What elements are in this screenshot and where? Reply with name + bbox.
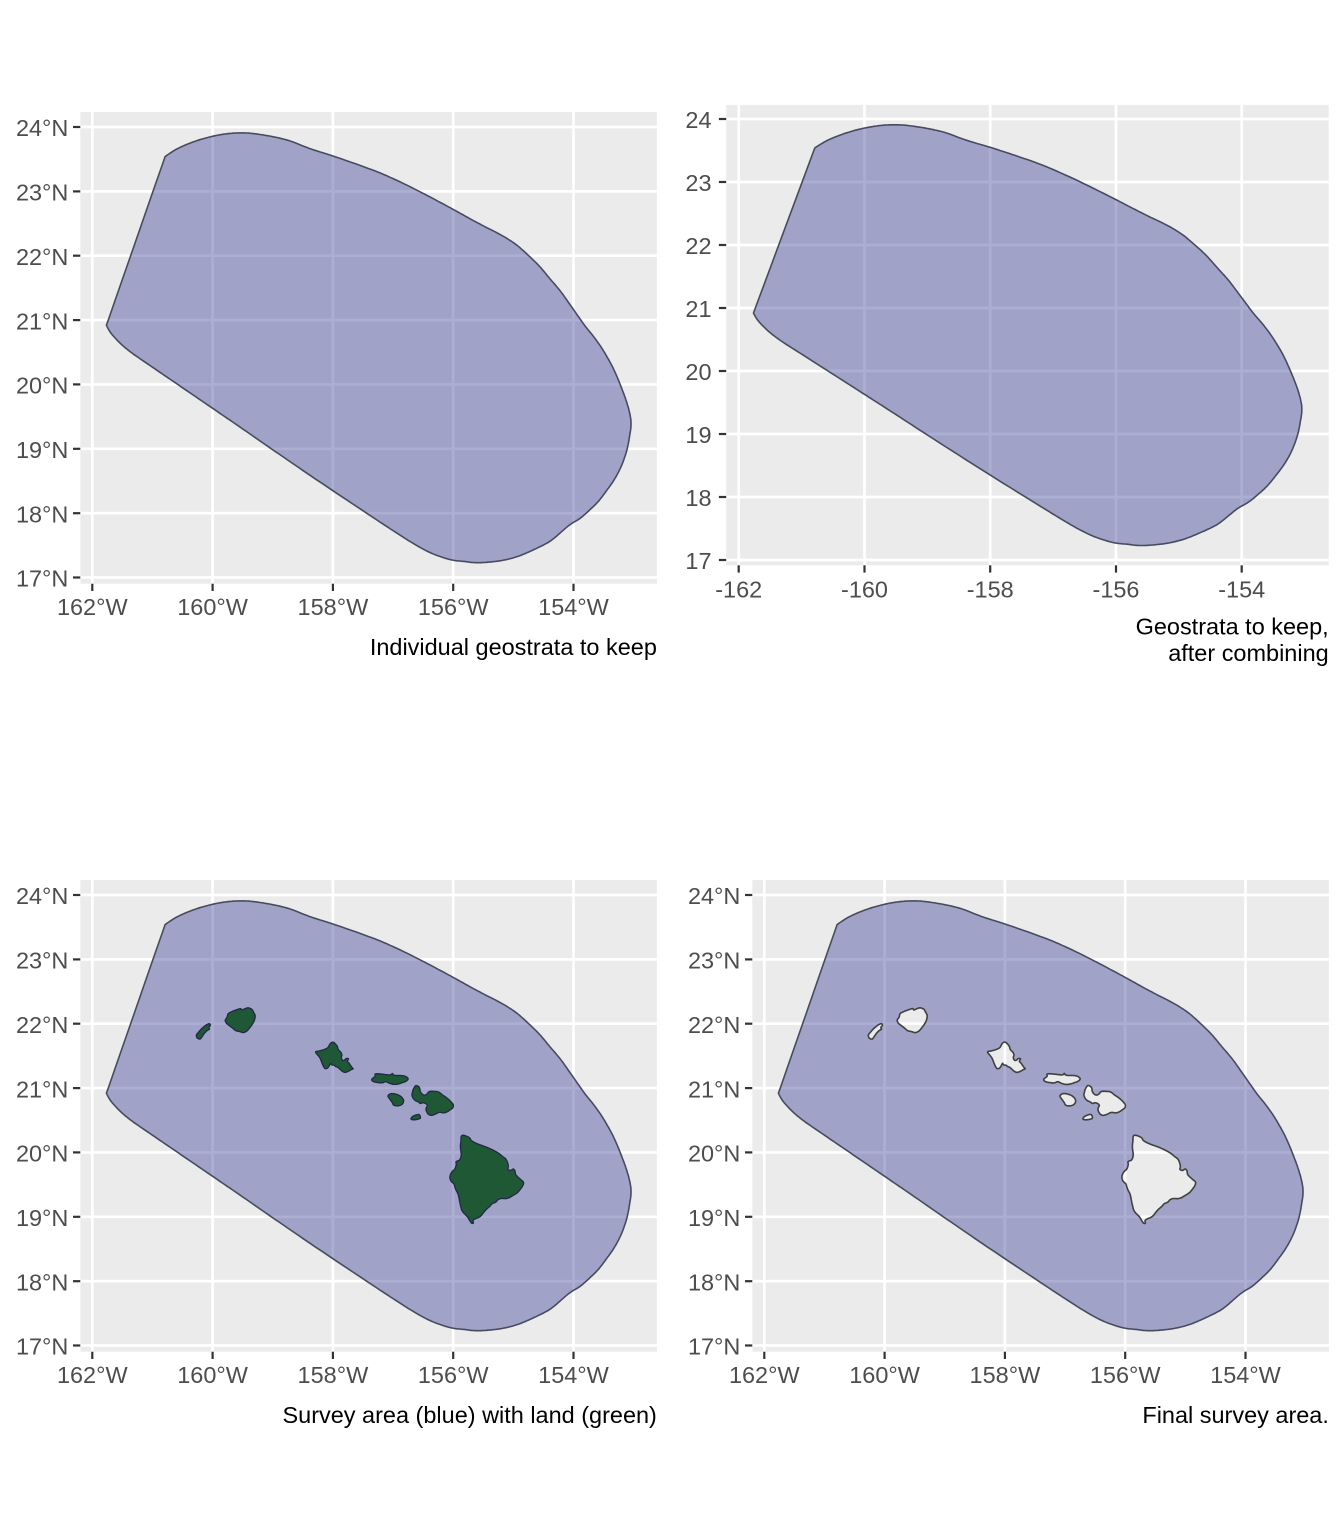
svg-text:Final survey area.: Final survey area. bbox=[1142, 1402, 1329, 1428]
svg-text:24: 24 bbox=[685, 107, 711, 133]
svg-text:18°N: 18°N bbox=[16, 1269, 68, 1295]
svg-text:19°N: 19°N bbox=[16, 437, 68, 463]
svg-text:160°W: 160°W bbox=[849, 1362, 921, 1388]
svg-text:23°N: 23°N bbox=[16, 948, 68, 974]
svg-text:156°W: 156°W bbox=[418, 594, 490, 620]
svg-text:158°W: 158°W bbox=[298, 594, 370, 620]
svg-text:18: 18 bbox=[685, 485, 711, 511]
svg-text:24°N: 24°N bbox=[16, 883, 68, 909]
svg-text:21°N: 21°N bbox=[688, 1076, 740, 1102]
svg-text:17°N: 17°N bbox=[16, 1334, 68, 1360]
svg-text:22°N: 22°N bbox=[16, 1012, 68, 1038]
svg-text:Individual geostrata to keep: Individual geostrata to keep bbox=[370, 634, 657, 660]
svg-text:154°W: 154°W bbox=[1210, 1362, 1282, 1388]
svg-text:24°N: 24°N bbox=[688, 883, 740, 909]
svg-text:19: 19 bbox=[685, 422, 711, 448]
svg-text:23°N: 23°N bbox=[16, 180, 68, 206]
svg-text:Geostrata to keep,: Geostrata to keep, bbox=[1136, 614, 1329, 640]
svg-text:18°N: 18°N bbox=[16, 501, 68, 527]
svg-text:19°N: 19°N bbox=[16, 1205, 68, 1231]
svg-text:162°W: 162°W bbox=[729, 1362, 801, 1388]
svg-text:23°N: 23°N bbox=[688, 948, 740, 974]
svg-text:21°N: 21°N bbox=[16, 308, 68, 334]
svg-text:158°W: 158°W bbox=[970, 1362, 1042, 1388]
svg-text:154°W: 154°W bbox=[538, 594, 610, 620]
svg-text:158°W: 158°W bbox=[298, 1362, 370, 1388]
svg-text:162°W: 162°W bbox=[57, 594, 129, 620]
svg-text:Survey area (blue) with land (: Survey area (blue) with land (green) bbox=[283, 1402, 657, 1428]
svg-text:162°W: 162°W bbox=[57, 1362, 129, 1388]
svg-text:22: 22 bbox=[685, 233, 711, 259]
svg-text:21: 21 bbox=[685, 296, 711, 322]
svg-text:22°N: 22°N bbox=[688, 1012, 740, 1038]
svg-text:156°W: 156°W bbox=[418, 1362, 490, 1388]
svg-text:20°N: 20°N bbox=[16, 1141, 68, 1167]
svg-text:160°W: 160°W bbox=[177, 1362, 249, 1388]
svg-text:23: 23 bbox=[685, 170, 711, 196]
svg-text:21°N: 21°N bbox=[16, 1076, 68, 1102]
svg-text:156°W: 156°W bbox=[1090, 1362, 1162, 1388]
svg-text:after combining: after combining bbox=[1168, 640, 1328, 666]
svg-text:19°N: 19°N bbox=[688, 1205, 740, 1231]
svg-text:24°N: 24°N bbox=[16, 115, 68, 141]
svg-text:-160: -160 bbox=[841, 577, 888, 603]
svg-text:-156: -156 bbox=[1093, 577, 1140, 603]
svg-text:20°N: 20°N bbox=[688, 1141, 740, 1167]
svg-text:-162: -162 bbox=[715, 577, 762, 603]
svg-text:20: 20 bbox=[685, 359, 711, 385]
svg-text:18°N: 18°N bbox=[688, 1269, 740, 1295]
svg-text:160°W: 160°W bbox=[177, 594, 249, 620]
svg-text:-158: -158 bbox=[967, 577, 1014, 603]
svg-text:17°N: 17°N bbox=[16, 566, 68, 592]
svg-text:22°N: 22°N bbox=[16, 244, 68, 270]
svg-text:20°N: 20°N bbox=[16, 373, 68, 399]
svg-text:17°N: 17°N bbox=[688, 1334, 740, 1360]
svg-text:-154: -154 bbox=[1218, 577, 1265, 603]
svg-text:17: 17 bbox=[685, 548, 711, 574]
svg-text:154°W: 154°W bbox=[538, 1362, 610, 1388]
